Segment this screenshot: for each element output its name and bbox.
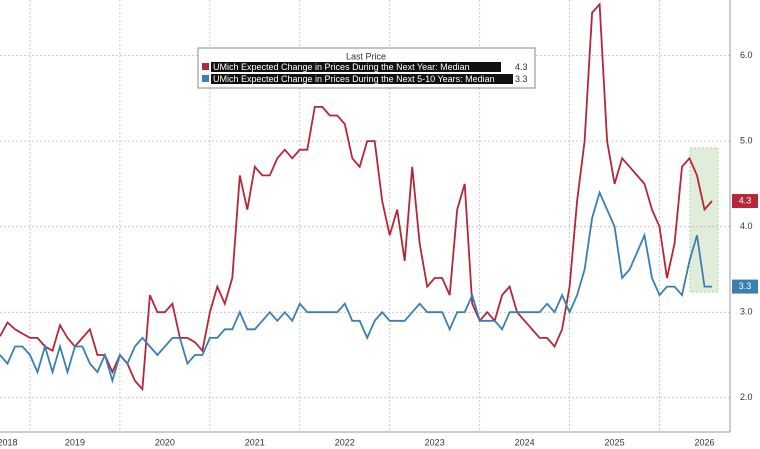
legend-label: UMich Expected Change in Prices During t… — [213, 62, 470, 72]
legend-last-value: 4.3 — [515, 62, 528, 72]
x-tick-label: 2018 — [0, 437, 18, 447]
y-tick-label: 4.0 — [740, 221, 753, 231]
y-tick-label: 6.0 — [740, 50, 753, 60]
last-value-label: 4.3 — [739, 195, 752, 205]
legend-label-bg — [211, 74, 513, 84]
x-tick-label: 2026 — [694, 437, 714, 447]
x-tick-label: 2020 — [155, 437, 175, 447]
x-tick-label: 2022 — [335, 437, 355, 447]
y-tick-label: 2.0 — [740, 392, 753, 402]
x-tick-label: 2023 — [425, 437, 445, 447]
series-line — [0, 189, 712, 384]
legend-label: UMich Expected Change in Prices During t… — [213, 74, 495, 84]
y-tick-label: 3.0 — [740, 307, 753, 317]
legend-last-value: 3.3 — [515, 74, 528, 84]
legend: Last Price UMich Expected Change in Pric… — [197, 47, 536, 89]
x-tick-label: 2024 — [515, 437, 535, 447]
last-value-tag — [732, 194, 758, 209]
y-tick-label: 5.0 — [740, 136, 753, 146]
x-tick-label: 2025 — [605, 437, 625, 447]
last-value-label: 3.3 — [739, 281, 752, 291]
legend-swatch — [202, 63, 209, 70]
legend-label-bg — [211, 62, 501, 72]
legend-title: Last Price — [346, 51, 386, 61]
x-tick-label: 2021 — [245, 437, 265, 447]
last-value-tag — [732, 279, 758, 294]
legend-swatch — [202, 75, 209, 82]
x-tick-label: 2019 — [65, 437, 85, 447]
